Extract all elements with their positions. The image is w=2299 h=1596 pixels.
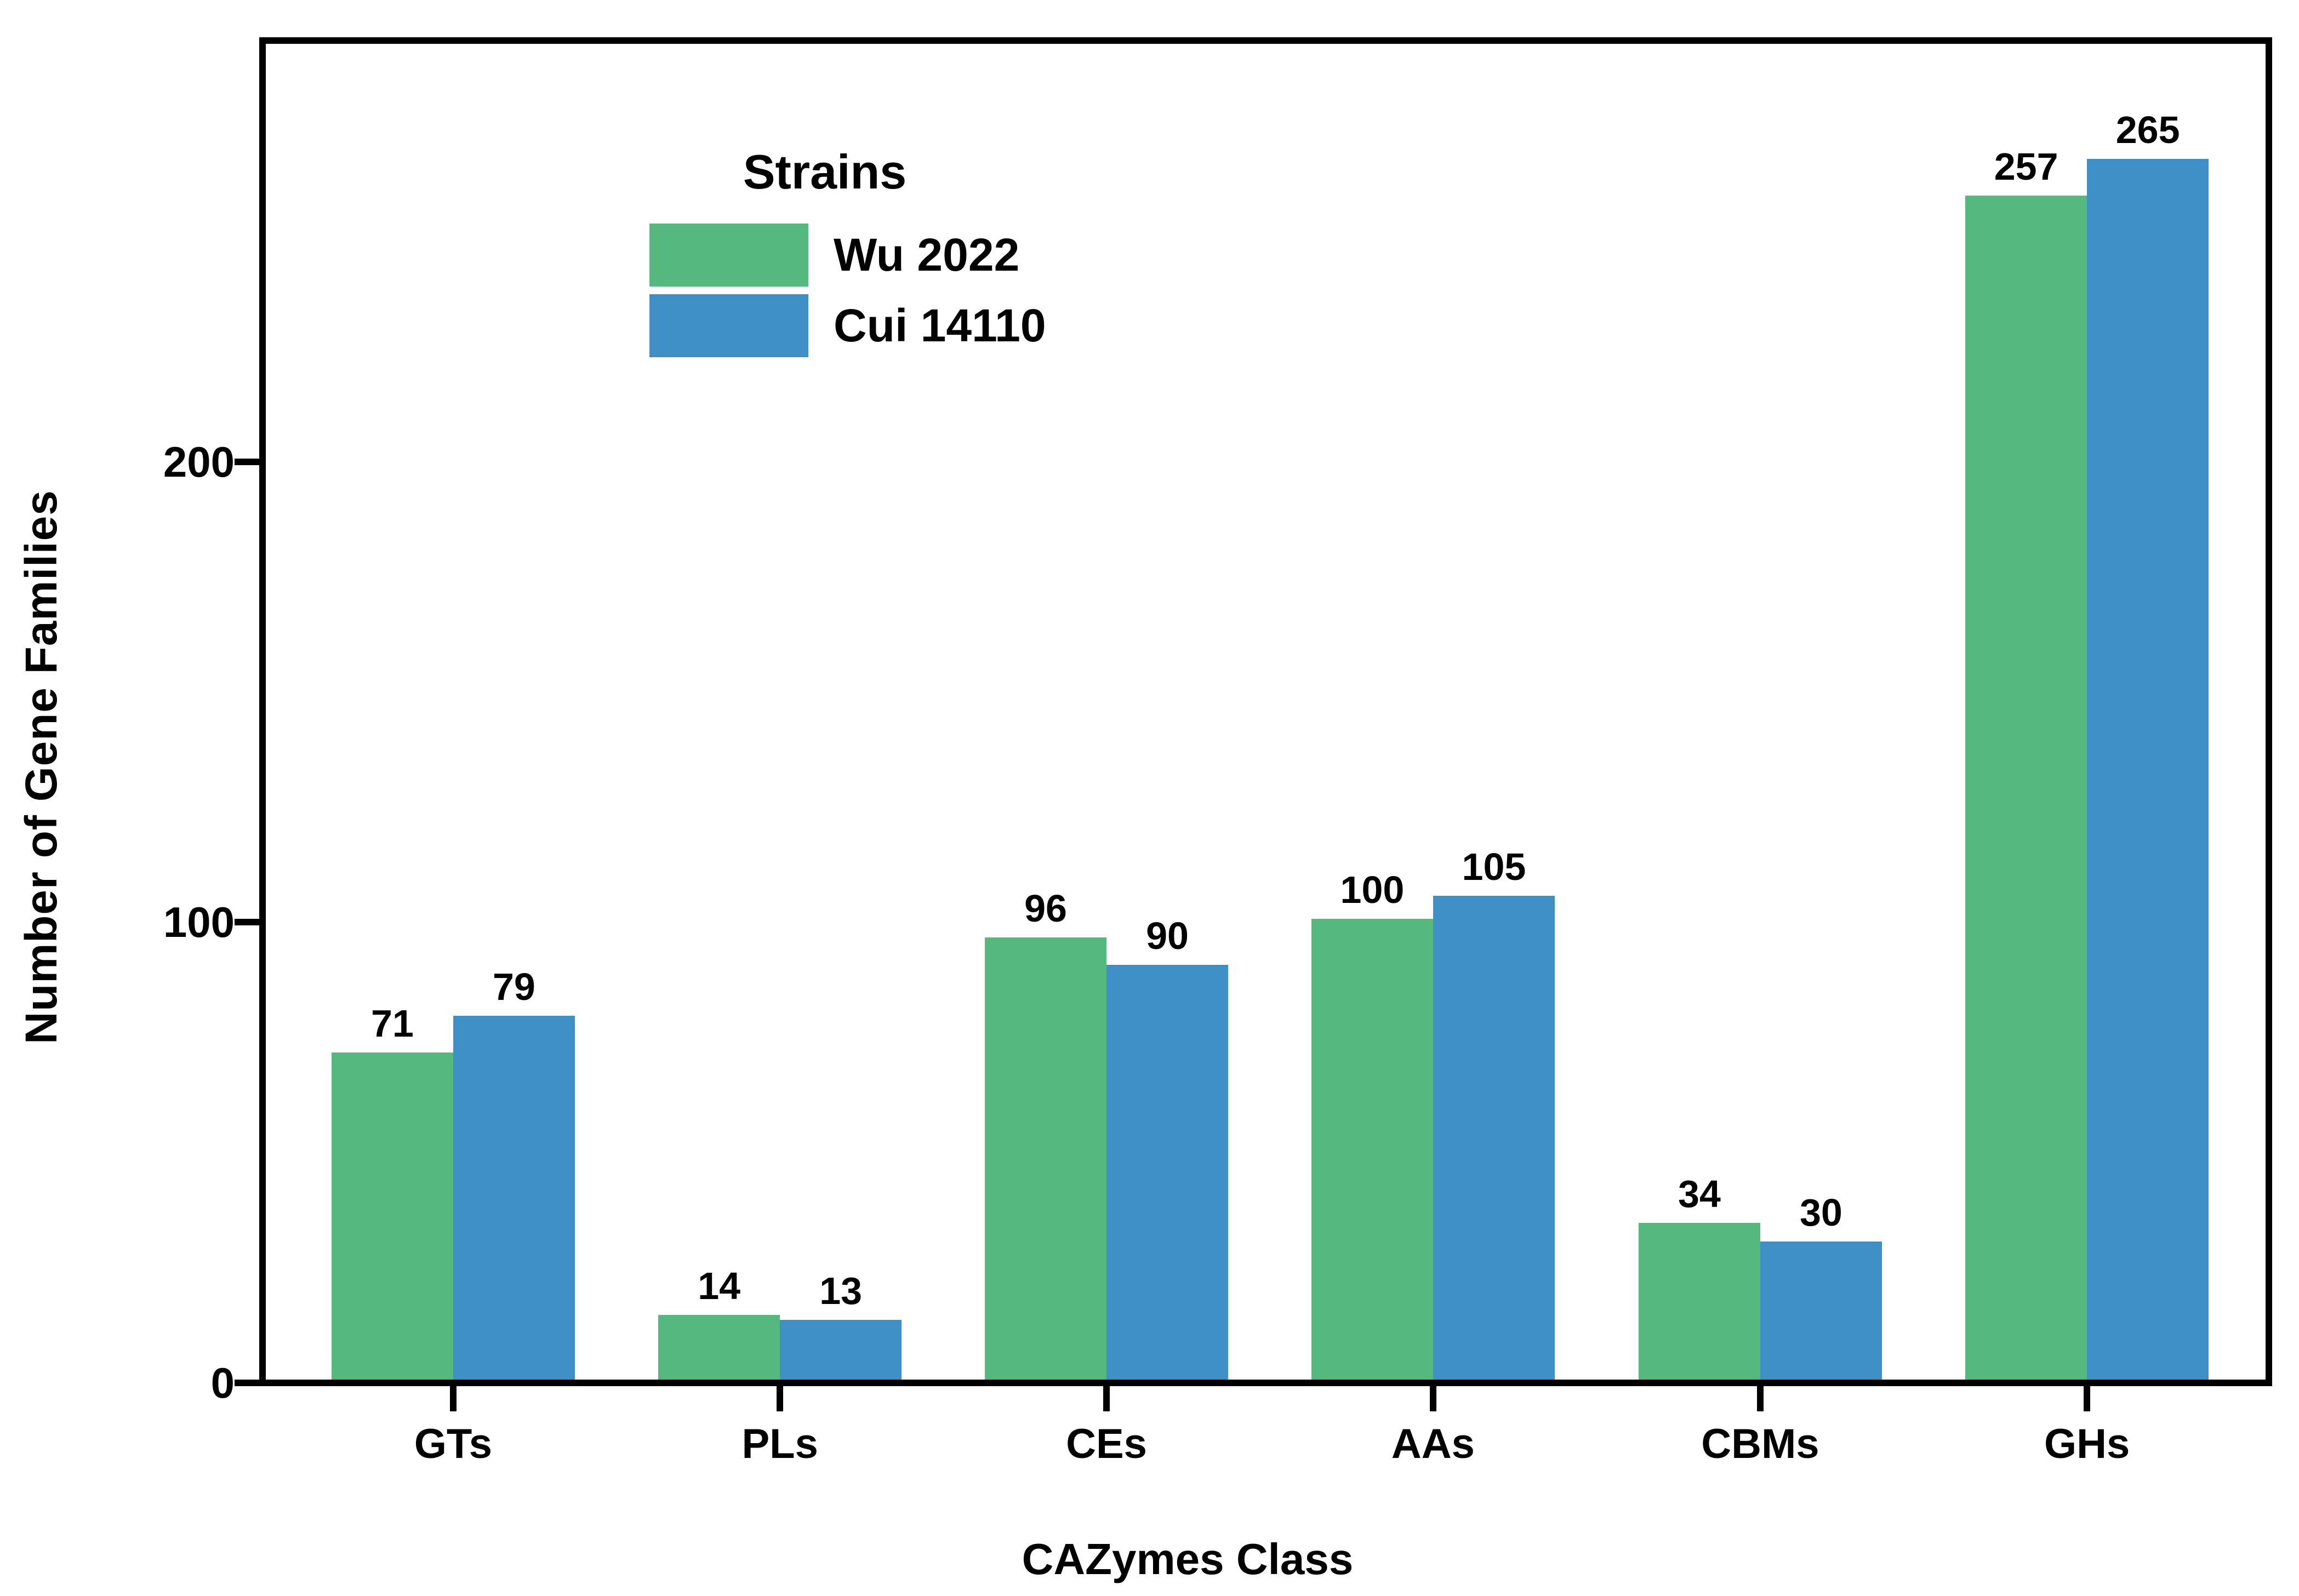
bar-value-label: 34 [1678, 1172, 1721, 1216]
x-tick-mark [777, 1386, 784, 1411]
bar-aas-cui-14110: 105 [1433, 848, 1555, 1380]
x-tick-mark [1103, 1386, 1110, 1411]
bar-value-label: 100 [1340, 868, 1405, 912]
bar-group-aas: 100 105 [1311, 848, 1555, 1380]
bar-value-label: 96 [1024, 886, 1067, 930]
bar-ghs-cui-14110: 265 [2087, 111, 2209, 1380]
legend-rows: Wu 2022 Cui 14110 [649, 224, 1046, 357]
bar-group-ces: 96 90 [985, 889, 1229, 1380]
bar-value-label: 71 [370, 1002, 414, 1045]
x-tick-mark [1429, 1386, 1436, 1411]
legend-item-cui-14110: Cui 14110 [649, 294, 1046, 357]
y-tick-label: 200 [163, 437, 235, 486]
legend-swatch-icon [649, 294, 808, 357]
legend-label: Cui 14110 [834, 300, 1046, 351]
bar-value-label: 30 [1799, 1191, 1842, 1234]
bar-value-label: 265 [2115, 108, 2180, 152]
y-tick-label: 100 [163, 898, 235, 947]
bar-cbms-cui-14110: 30 [1760, 1193, 1882, 1380]
bar-value-label: 79 [492, 965, 535, 1008]
bar-value-label: 105 [1462, 845, 1526, 889]
bar-group-cbms: 34 30 [1638, 1175, 1882, 1380]
bar-pls-cui-14110: 13 [780, 1272, 902, 1380]
bar-value-label: 13 [819, 1269, 863, 1312]
x-tick-label-ces: CEs [1066, 1421, 1147, 1467]
x-tick-label-pls: PLs [741, 1421, 818, 1467]
plot-area: Strains Wu 2022 Cui 14110 71 79 14 13 96 90 100… [259, 37, 2272, 1386]
y-tick-label: 0 [210, 1359, 235, 1407]
bar-cbms-wu-2022: 34 [1638, 1175, 1760, 1380]
x-tick-label-gts: GTs [414, 1421, 492, 1467]
x-tick-mark [449, 1386, 457, 1411]
x-tick-mark [1756, 1386, 1764, 1411]
bar-group-ghs: 257 265 [1965, 111, 2209, 1380]
bar-value-label: 257 [1994, 145, 2058, 188]
y-axis-title: Number of Gene Families [16, 490, 66, 1044]
x-axis-title: CAZymes Class [1022, 1535, 1354, 1583]
bar-ces-cui-14110: 90 [1106, 917, 1229, 1380]
legend: Strains Wu 2022 Cui 14110 [649, 145, 1046, 357]
bar-ghs-wu-2022: 257 [1965, 147, 2087, 1380]
legend-swatch-icon [649, 224, 808, 287]
bar-ces-wu-2022: 96 [985, 889, 1107, 1380]
x-tick-label-aas: AAs [1391, 1421, 1475, 1467]
bar-aas-wu-2022: 100 [1311, 871, 1433, 1380]
legend-label: Wu 2022 [834, 229, 1020, 281]
bar-gts-cui-14110: 79 [453, 968, 575, 1380]
bar-value-label: 90 [1146, 914, 1189, 958]
bar-value-label: 14 [698, 1265, 741, 1308]
x-tick-label-cbms: CBMs [1701, 1421, 1819, 1467]
legend-title: Strains [743, 145, 907, 199]
bar-group-pls: 14 13 [658, 1267, 902, 1380]
y-tick-mark [235, 919, 260, 926]
x-tick-mark [2084, 1386, 2091, 1411]
bar-gts-wu-2022: 71 [331, 1004, 453, 1380]
y-tick-mark [235, 1380, 260, 1386]
bar-pls-wu-2022: 14 [658, 1267, 780, 1380]
bar-group-gts: 71 79 [331, 968, 575, 1380]
x-tick-label-ghs: GHs [2044, 1421, 2130, 1467]
y-tick-mark [235, 458, 260, 465]
legend-item-wu-2022: Wu 2022 [649, 224, 1033, 287]
